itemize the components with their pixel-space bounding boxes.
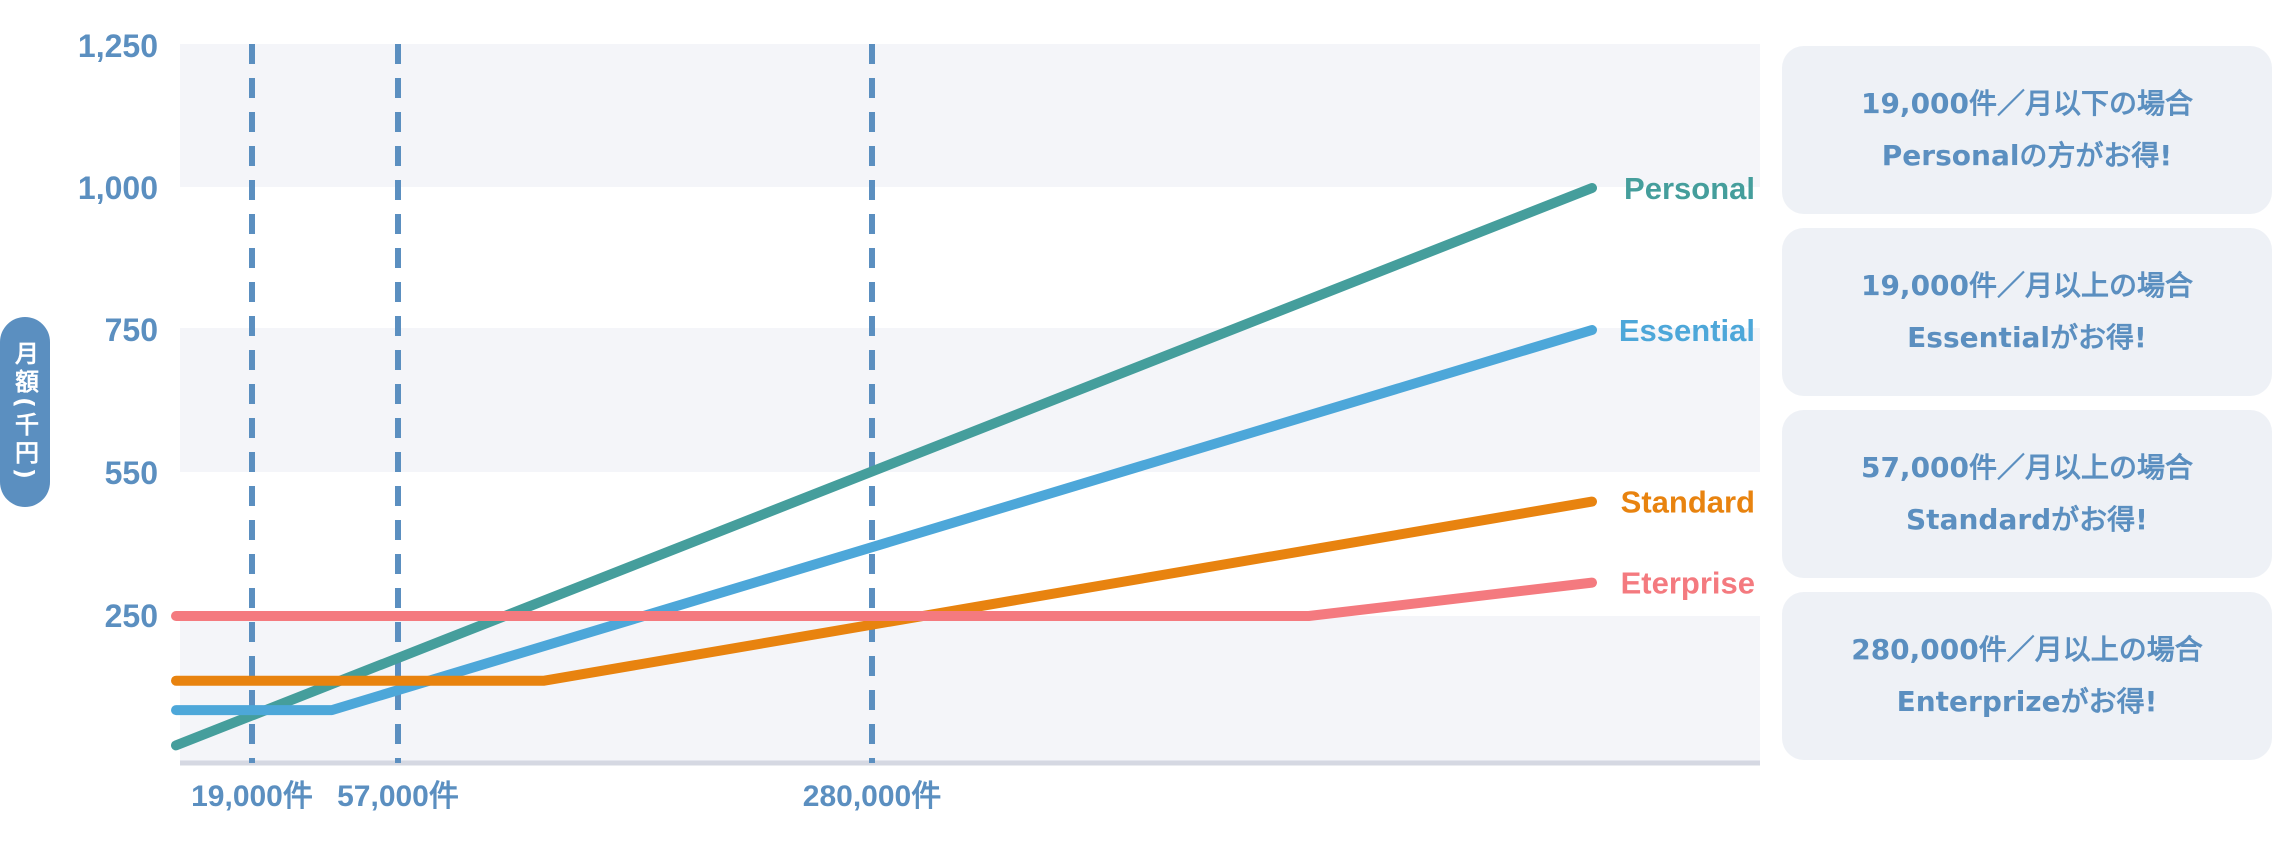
info-card-essential: 19,000件／月以上の場合 Essentialがお得! [1782, 228, 2272, 396]
y-tick-label: 250 [105, 598, 158, 634]
y-axis-label: 月額(千円) [0, 317, 50, 507]
x-marker-label: 280,000件 [803, 780, 941, 813]
series-line-standard [171, 496, 1597, 686]
series-label-eterprise: Eterprise [1621, 566, 1755, 601]
card-condition: 19,000件／月以下の場合 [1860, 87, 2194, 120]
series-lines [171, 183, 1597, 751]
series-label-standard: Standard [1621, 485, 1755, 520]
info-card-personal: 19,000件／月以下の場合 Personalの方がお得! [1782, 46, 2272, 214]
series-line-essential [171, 325, 1597, 716]
card-condition: 280,000件／月以上の場合 [1851, 633, 2203, 666]
y-tick-label: 550 [105, 455, 158, 491]
series-line-personal [171, 183, 1597, 751]
card-recommendation: Essentialがお得! [1907, 321, 2147, 354]
y-axis-label-text: 月額(千円) [10, 341, 39, 483]
series-label-essential: Essential [1619, 313, 1755, 348]
x-marker-label: 57,000件 [337, 780, 459, 813]
info-card-standard: 57,000件／月以上の場合 Standardがお得! [1782, 410, 2272, 578]
y-tick-label: 1,250 [78, 28, 158, 64]
grid-band [180, 328, 1760, 472]
card-recommendation: Enterprizeがお得! [1896, 685, 2158, 718]
card-condition: 19,000件／月以上の場合 [1860, 269, 2194, 302]
card-recommendation: Standardがお得! [1906, 503, 2148, 536]
y-ticks: 1,250 1,000 750 550 250 [78, 28, 158, 634]
series-line-eterprise [171, 577, 1597, 621]
series-labels: Personal Essential Standard Eterprise [1619, 171, 1755, 601]
x-markers: 19,000件 57,000件 280,000件 [191, 44, 941, 813]
card-condition: 57,000件／月以上の場合 [1860, 451, 2194, 484]
grid-band [180, 44, 1760, 187]
card-recommendation: Personalの方がお得! [1881, 139, 2173, 172]
chart-area: 1,250 1,000 750 550 250 19,000件 57,000件 280,00… [78, 28, 1760, 813]
info-card-enterprise: 280,000件／月以上の場合 Enterprizeがお得! [1782, 592, 2272, 760]
y-tick-label: 750 [105, 312, 158, 348]
y-tick-label: 1,000 [78, 170, 158, 206]
x-marker-label: 19,000件 [191, 780, 313, 813]
series-label-personal: Personal [1624, 171, 1755, 206]
